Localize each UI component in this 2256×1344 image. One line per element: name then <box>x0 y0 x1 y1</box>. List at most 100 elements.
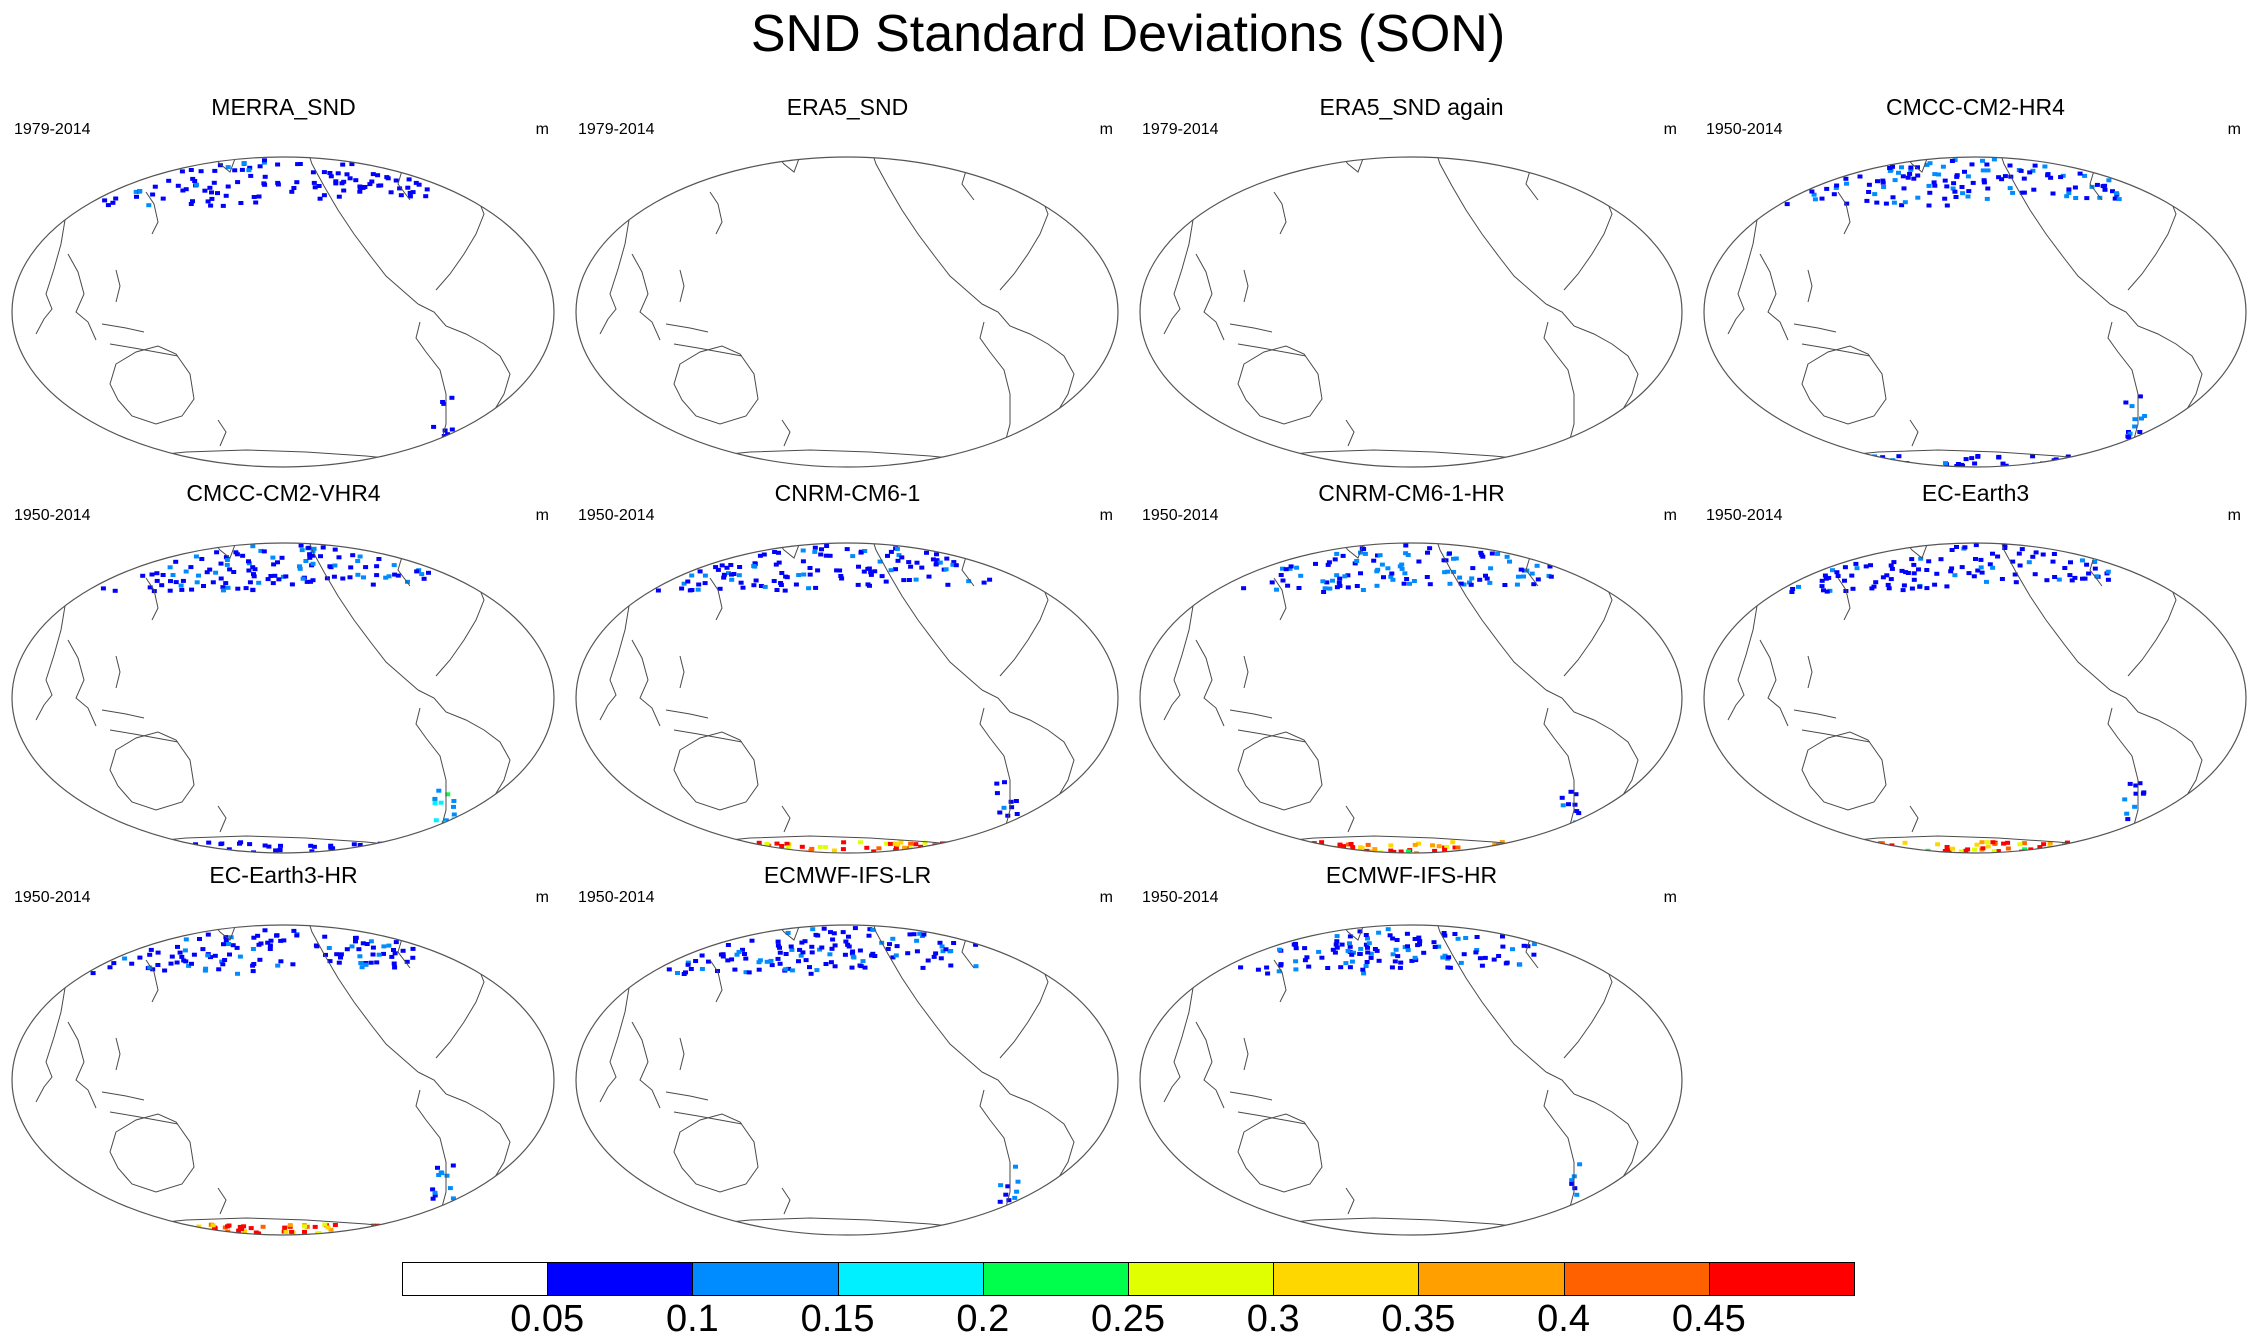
snow-cell <box>1394 938 1400 942</box>
coastline <box>2177 452 2216 467</box>
snow-cell <box>194 182 199 187</box>
snow-cell <box>1980 158 1985 163</box>
snow-cell <box>1337 576 1343 581</box>
snow-cell <box>719 563 725 568</box>
snow-cell <box>307 552 313 557</box>
snow-cell <box>134 194 139 199</box>
snow-cell <box>291 186 297 190</box>
snow-cell <box>1357 951 1363 956</box>
snow-cell <box>436 788 442 793</box>
snow-cell <box>776 550 781 555</box>
snow-cell <box>344 172 350 177</box>
snow-cell <box>310 578 316 583</box>
snow-cell <box>262 158 267 163</box>
snow-cell <box>357 189 363 194</box>
snow-cell <box>789 968 795 973</box>
snow-cell <box>776 560 782 565</box>
snow-cell <box>1339 942 1345 947</box>
snow-cell <box>406 177 412 182</box>
colorbar-label: 0.25 <box>1091 1298 1165 1340</box>
snow-cell <box>1995 849 2001 853</box>
snow-cell <box>830 937 836 942</box>
snow-cell <box>1412 955 1418 960</box>
coastline <box>781 419 791 447</box>
snow-cell <box>335 171 341 176</box>
snow-cell <box>1403 543 1409 548</box>
snow-cell <box>834 568 840 573</box>
snow-cell <box>391 563 397 568</box>
snow-cell <box>190 176 196 181</box>
snow-cell <box>442 428 448 433</box>
snow-cell <box>2017 563 2023 568</box>
snow-cell <box>809 950 815 955</box>
snow-cell <box>924 550 929 555</box>
coastline <box>415 689 511 853</box>
snow-cell <box>2112 196 2118 201</box>
coastline <box>949 157 975 201</box>
colorbar-box <box>1563 1262 1710 1296</box>
coastline <box>385 157 411 201</box>
snow-cell <box>1294 565 1300 570</box>
snow-cell <box>1360 588 1366 592</box>
snow-cell <box>1900 588 1906 593</box>
snow-cell <box>1999 177 2005 182</box>
snow-cell <box>2068 560 2073 565</box>
snow-cell <box>275 162 281 167</box>
snow-cell <box>334 952 340 957</box>
snow-cell <box>764 959 770 964</box>
snow-cell <box>1569 1178 1575 1183</box>
coastline <box>101 323 145 333</box>
snow-cell <box>1436 844 1442 849</box>
coastline <box>385 925 411 969</box>
snow-cell <box>1385 566 1391 571</box>
snow-cell <box>764 842 770 846</box>
snow-cell <box>327 564 333 569</box>
snow-cell <box>1927 161 1933 166</box>
snow-cell <box>1944 584 1950 589</box>
coastline <box>435 193 485 291</box>
snow-cell <box>688 967 694 971</box>
snow-cell <box>388 190 394 195</box>
coastline <box>125 543 237 559</box>
snow-cell <box>1278 573 1284 577</box>
snow-cell <box>386 943 392 948</box>
snow-cell <box>1366 941 1372 946</box>
snow-cell <box>1990 840 1996 845</box>
snow-cell <box>155 950 161 955</box>
snow-cell <box>1332 557 1338 562</box>
snow-cell <box>1302 946 1308 951</box>
coastline <box>1837 577 1851 621</box>
snow-cell <box>1985 186 1991 191</box>
snow-cell <box>410 946 416 951</box>
snow-cell <box>1365 936 1370 941</box>
snow-cell <box>241 1224 247 1229</box>
snow-cell <box>238 201 244 205</box>
snow-cell <box>234 552 240 557</box>
snow-cell <box>1461 952 1467 957</box>
map-panel: CMCC-CM2-HR4 1950-2014 m <box>1698 94 2253 474</box>
snow-cell <box>800 548 806 553</box>
snow-cell <box>294 180 300 185</box>
snow-cell <box>1915 165 1920 170</box>
snow-cell <box>1374 948 1380 953</box>
snow-cell <box>2122 797 2128 802</box>
coastline <box>1379 157 1547 305</box>
snow-cell <box>1467 580 1472 585</box>
snow-cell <box>333 181 339 186</box>
snow-cell <box>2017 842 2023 847</box>
snow-cell <box>225 1224 230 1229</box>
panel-title: CMCC-CM2-HR4 <box>1886 94 2065 120</box>
snow-cell <box>205 953 211 958</box>
coastline <box>665 1091 709 1101</box>
snow-cell <box>1504 554 1510 559</box>
snow-cell <box>1487 580 1493 585</box>
snow-cell <box>762 584 768 589</box>
snow-cell <box>237 954 243 959</box>
coastline <box>1513 157 1539 201</box>
snow-cell <box>289 582 295 587</box>
snow-cell <box>212 953 218 958</box>
snow-cell <box>1518 567 1524 572</box>
snow-cell <box>898 840 904 845</box>
snow-cell <box>381 944 387 949</box>
snow-cell <box>1499 840 1505 845</box>
